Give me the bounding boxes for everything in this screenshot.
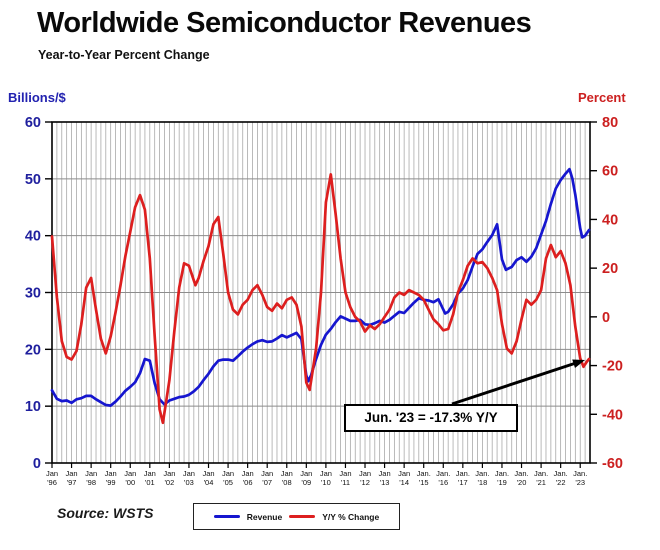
x-axis-tick-label-month: Jan. [475, 469, 489, 478]
x-axis-tick-label-month: Jan [46, 469, 58, 478]
x-axis-tick-label-month: Jan [379, 469, 391, 478]
chart-subtitle: Year-to-Year Percent Change [38, 48, 210, 62]
x-axis-tick-label-year: '02 [164, 478, 174, 487]
right-axis-tick-label: 0 [602, 310, 610, 326]
legend-box: Revenue Y/Y % Change [193, 503, 400, 530]
x-axis-tick-label-year: '13 [380, 478, 390, 487]
x-axis-tick-label-year: '22 [556, 478, 566, 487]
x-axis-tick-label-year: '01 [145, 478, 155, 487]
right-axis-tick-label: 40 [602, 212, 618, 228]
x-axis-tick-label-month: Jan. [417, 469, 431, 478]
x-axis-tick-label-year: '98 [86, 478, 96, 487]
x-axis-tick-label-year: '99 [106, 478, 116, 487]
x-axis-tick-label-month: Jan [359, 469, 371, 478]
right-axis-unit-label: Percent [578, 90, 626, 105]
x-axis-tick-label-month: Jan [320, 469, 332, 478]
left-axis-unit-label: Billions/$ [8, 90, 66, 105]
right-axis-tick-label: -20 [602, 359, 623, 375]
x-axis-tick-label-month: Jan [339, 469, 351, 478]
left-axis-tick-label: 20 [25, 342, 41, 358]
x-axis-tick-label-month: Jan [261, 469, 273, 478]
x-axis-tick-label-year: '20 [517, 478, 527, 487]
right-axis-tick-label: 20 [602, 261, 618, 277]
right-axis-tick-label: 80 [602, 115, 618, 131]
x-axis-tick-label-month: Jan [66, 469, 78, 478]
yoy-change-line [50, 173, 591, 425]
left-axis-tick-label: 60 [25, 115, 41, 131]
x-axis-tick-label-year: '00 [125, 478, 135, 487]
x-axis-tick-label-month: Jan [202, 469, 214, 478]
x-axis-tick-label-month: Jan. [554, 469, 568, 478]
left-axis-tick-label: 40 [25, 229, 41, 245]
x-axis-tick-label-month: Jan [281, 469, 293, 478]
x-axis-tick-label-year: '16 [438, 478, 448, 487]
x-axis-tick-label-month: Jan [105, 469, 117, 478]
x-axis-tick-label-month: Jan. [495, 469, 509, 478]
x-axis-tick-label-year: '97 [67, 478, 77, 487]
x-axis-tick-label-month: Jan [183, 469, 195, 478]
x-axis-tick-label-month: Jan [124, 469, 136, 478]
page-title: Worldwide Semiconductor Revenues [37, 7, 532, 39]
x-axis-tick-label-month: Jan [398, 469, 410, 478]
x-axis-tick-label-year: '09 [301, 478, 311, 487]
x-axis-tick-label-year: '11 [341, 478, 350, 487]
annotation-arrow-line [451, 361, 578, 406]
legend-label-revenue: Revenue [246, 511, 283, 522]
x-axis-tick-label-year: '21 [536, 478, 546, 487]
yoy-line-swatch [289, 515, 316, 518]
x-axis-tick-label-year: '10 [321, 478, 331, 487]
right-axis-tick-label: -60 [602, 456, 623, 472]
revenue-line [50, 167, 591, 407]
source-credit: Source: WSTS [57, 505, 154, 521]
x-axis-tick-label-month: Jan. [534, 469, 548, 478]
legend-label-yoy: Y/Y % Change [322, 511, 380, 522]
x-axis-tick-label-year: '07 [262, 478, 272, 487]
x-axis-tick-label-month: Jan. [573, 469, 587, 478]
x-axis-tick-label-year: '15 [419, 478, 429, 487]
x-axis-tick-label-year: '05 [223, 478, 233, 487]
x-axis-tick-label-year: '04 [204, 478, 214, 487]
x-axis-tick-label-month: Jan [144, 469, 156, 478]
x-axis-tick-label-month: Jan. [514, 469, 528, 478]
x-axis-tick-label-year: '14 [399, 478, 409, 487]
x-axis-tick-label-year: '12 [360, 478, 370, 487]
left-axis-tick-label: 30 [25, 286, 41, 302]
x-axis-tick-label-year: '23 [575, 478, 585, 487]
left-axis-tick-label: 0 [33, 456, 41, 472]
annotation-arrow-head [572, 359, 585, 368]
x-axis-tick-label-month: Jan [222, 469, 234, 478]
annotation-callout: Jun. '23 = -17.3% Y/Y [344, 404, 518, 432]
x-axis-tick-label-month: Jan. [456, 469, 470, 478]
x-axis-tick-label-year: '06 [243, 478, 253, 487]
x-axis-tick-label-month: Jan [163, 469, 175, 478]
x-axis-tick-label-year: '19 [497, 478, 507, 487]
x-axis-tick-label-year: '03 [184, 478, 194, 487]
x-axis-tick-label-month: Jan. [436, 469, 450, 478]
x-axis-tick-label-year: '17 [458, 478, 468, 487]
left-axis-tick-label: 10 [25, 399, 41, 415]
x-axis-tick-label-month: Jan [242, 469, 254, 478]
right-axis-tick-label: 60 [602, 164, 618, 180]
left-axis-tick-label: 50 [25, 172, 41, 188]
x-axis-tick-label-year: '96 [47, 478, 57, 487]
x-axis-tick-label-year: '18 [478, 478, 488, 487]
x-axis-tick-label-month: Jan [300, 469, 312, 478]
right-axis-tick-label: -40 [602, 407, 623, 423]
revenue-line-swatch [213, 515, 240, 518]
x-axis-tick-label-month: Jan [85, 469, 97, 478]
x-axis-tick-label-year: '08 [282, 478, 292, 487]
